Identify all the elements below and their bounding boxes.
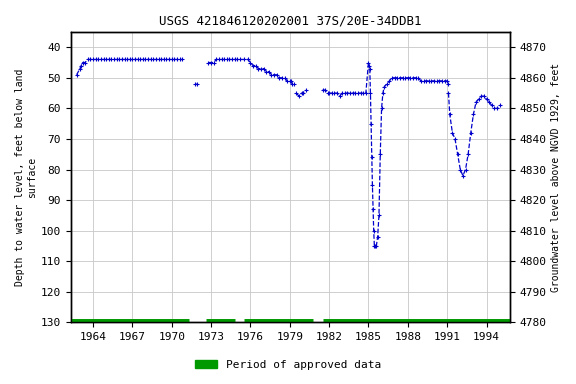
Title: USGS 421846120202001 37S/20E-34DDB1: USGS 421846120202001 37S/20E-34DDB1 bbox=[159, 15, 422, 28]
Y-axis label: Depth to water level, feet below land
surface: Depth to water level, feet below land su… bbox=[15, 68, 37, 286]
Y-axis label: Groundwater level above NGVD 1929, feet: Groundwater level above NGVD 1929, feet bbox=[551, 63, 561, 292]
Legend: Period of approved data: Period of approved data bbox=[191, 356, 385, 375]
